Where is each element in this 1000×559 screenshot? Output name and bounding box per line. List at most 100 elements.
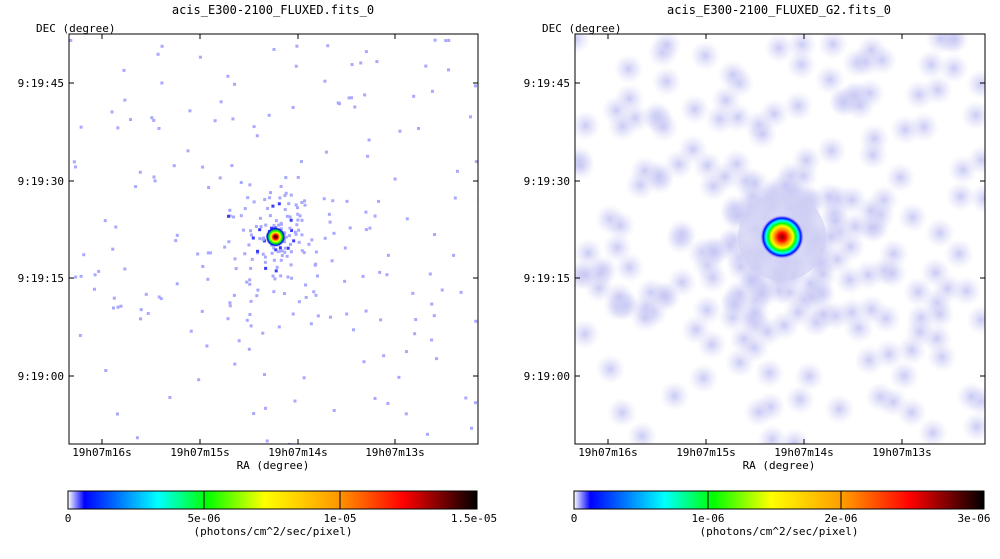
event-pixel xyxy=(292,239,296,243)
event-pixel xyxy=(97,269,101,273)
smoothed-event xyxy=(627,421,658,444)
event-pixel xyxy=(250,257,254,261)
smoothed-event xyxy=(679,94,710,125)
event-pixel xyxy=(93,273,97,277)
event-pixel xyxy=(287,202,291,206)
smoothed-event xyxy=(690,40,721,71)
event-pixel xyxy=(144,292,148,296)
smoothed-event xyxy=(856,294,887,325)
event-pixel xyxy=(323,236,327,240)
smoothed-event xyxy=(944,238,975,269)
event-pixel xyxy=(280,253,284,257)
axis-ticks xyxy=(69,34,478,444)
event-pixel xyxy=(255,294,259,298)
event-pixel xyxy=(283,193,287,197)
event-pixel xyxy=(294,203,298,207)
event-pixel xyxy=(231,215,235,219)
event-pixel xyxy=(251,236,255,240)
event-pixel xyxy=(332,408,336,412)
smoothed-event xyxy=(878,238,909,269)
event-pixel xyxy=(473,84,477,88)
event-pixel xyxy=(364,50,368,54)
smoothed-event xyxy=(643,160,674,191)
y-tick-label: 9:19:15 xyxy=(524,272,570,285)
event-pixel xyxy=(206,251,210,255)
smoothed-event xyxy=(865,381,896,412)
smoothed-event xyxy=(816,135,847,166)
event-pixel xyxy=(207,186,211,190)
event-pixel xyxy=(296,175,300,179)
event-pixel xyxy=(474,319,478,323)
event-pixel xyxy=(404,350,408,354)
event-pixel xyxy=(79,274,83,278)
smoothed-event xyxy=(938,53,969,84)
x-tick-label: 19h07m16s xyxy=(72,446,132,459)
event-pixel xyxy=(157,295,161,299)
event-pixel xyxy=(382,354,386,358)
event-pixel xyxy=(385,273,389,277)
event-pixel xyxy=(309,322,313,326)
event-pixel xyxy=(412,94,416,98)
event-pixel xyxy=(264,266,268,270)
event-pixel xyxy=(432,314,436,318)
event-pixel xyxy=(258,216,262,220)
x-tick-label: 19h07m13s xyxy=(365,446,425,459)
event-pixel xyxy=(123,267,127,271)
event-pixel xyxy=(237,339,241,343)
smoothed-event xyxy=(917,417,948,444)
event-pixel xyxy=(286,275,290,279)
event-pixel xyxy=(79,125,83,129)
event-pixel xyxy=(168,395,172,399)
smoothed-event xyxy=(667,218,698,249)
x-tick-label: 19h07m14s xyxy=(268,446,328,459)
event-pixel xyxy=(302,376,306,380)
event-pixel xyxy=(276,250,280,254)
event-pixel xyxy=(264,223,268,227)
colorbar xyxy=(573,490,985,510)
event-pixel xyxy=(469,115,473,119)
event-pixel xyxy=(150,116,154,120)
smoothed-event xyxy=(924,299,955,330)
smoothed-event xyxy=(897,202,928,233)
event-pixel xyxy=(288,215,292,219)
event-pixel xyxy=(314,250,318,254)
event-pixel xyxy=(298,214,302,218)
smoothed-event xyxy=(786,34,817,60)
event-pixel xyxy=(271,204,275,208)
event-pixel xyxy=(433,233,437,237)
event-pixel xyxy=(364,228,368,232)
smoothed-event xyxy=(867,45,898,76)
smoothed-event xyxy=(904,317,935,348)
colorbar-tick-label: 0 xyxy=(571,512,578,525)
event-pixel xyxy=(430,89,434,93)
event-pixel xyxy=(362,360,366,364)
event-pixel xyxy=(116,305,120,309)
event-pixel xyxy=(300,233,304,237)
event-pixel xyxy=(280,249,284,253)
smoothed-event xyxy=(575,150,596,181)
event-pixel xyxy=(271,274,275,278)
event-pixel xyxy=(444,39,448,43)
event-pixel xyxy=(82,253,86,257)
event-pixel xyxy=(411,291,415,295)
event-pixel xyxy=(138,170,142,174)
panel-smoothed: acis_E300-2100_FLUXED_G2.fits_0 DEC (deg… xyxy=(524,3,991,538)
event-pixel xyxy=(330,259,334,263)
event-pixel xyxy=(252,125,256,129)
event-pixel xyxy=(302,251,306,255)
event-pixel xyxy=(345,199,349,203)
smoothed-event xyxy=(966,145,985,176)
y-tick-label: 9:19:30 xyxy=(18,175,64,188)
event-pixel xyxy=(270,251,274,255)
event-pixel xyxy=(425,432,429,436)
event-pixel xyxy=(233,362,237,366)
x-tick-label: 19h07m15s xyxy=(676,446,736,459)
event-pixel xyxy=(428,272,432,276)
event-pixel xyxy=(227,240,231,244)
event-pixel xyxy=(268,196,272,200)
event-pixel xyxy=(386,401,390,405)
event-pixel xyxy=(252,412,256,416)
smoothed-event xyxy=(602,232,633,263)
event-pixel xyxy=(74,165,78,169)
event-pixel xyxy=(279,221,283,225)
